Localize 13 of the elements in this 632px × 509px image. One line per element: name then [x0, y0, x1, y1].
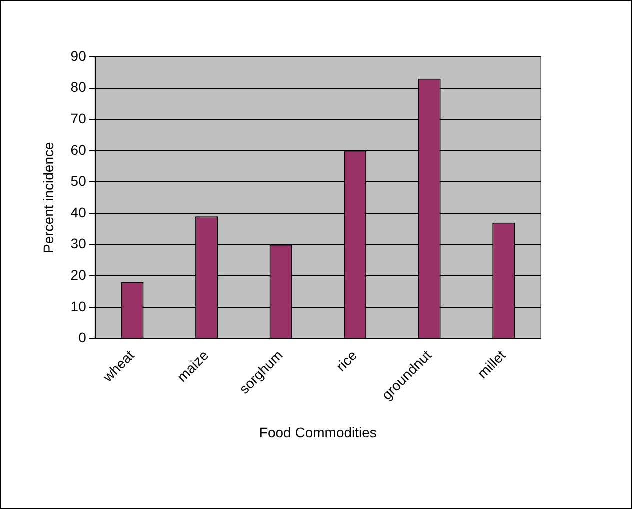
y-tick-label: 50 [70, 173, 87, 190]
y-tick-label: 0 [78, 330, 87, 346]
y-tick-label: 60 [70, 142, 87, 158]
y-tick-label: 70 [70, 110, 87, 126]
y-tick-label: 90 [70, 48, 87, 64]
y-tick-label: 80 [70, 79, 87, 96]
x-axis-title: Food Commodities [259, 424, 377, 440]
y-tick-label: 40 [70, 204, 87, 220]
y-tick-label: 30 [70, 236, 87, 252]
y-tick-label: 20 [70, 266, 87, 283]
y-tick-label: 10 [70, 298, 87, 314]
x-tick-label: rice [332, 347, 360, 374]
y-axis-title: Percent incidence [40, 142, 56, 254]
